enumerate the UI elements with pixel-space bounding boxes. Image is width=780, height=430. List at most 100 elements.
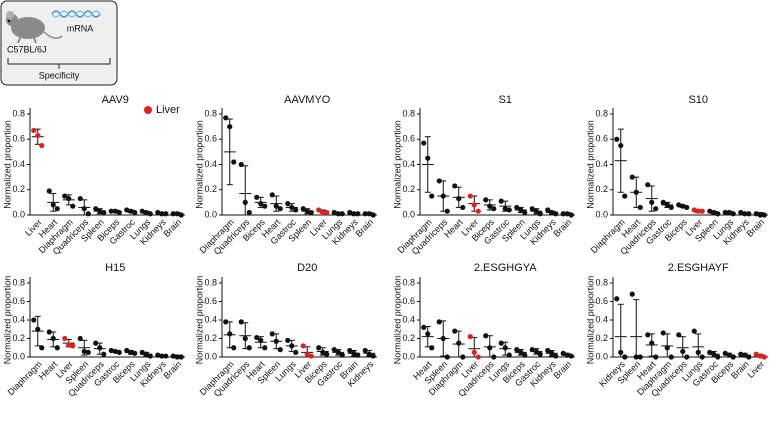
data-point bbox=[684, 204, 690, 211]
data-point bbox=[347, 347, 353, 354]
data-point bbox=[108, 208, 114, 214]
data-point bbox=[139, 349, 145, 355]
data-point bbox=[54, 345, 60, 351]
chart-title: 2.ESGHAYF bbox=[668, 262, 729, 274]
data-point bbox=[421, 324, 427, 330]
data-point bbox=[163, 211, 169, 217]
data-point bbox=[614, 296, 620, 302]
data-point bbox=[238, 161, 244, 168]
y-tick-label: 0.4 bbox=[402, 159, 415, 169]
data-point bbox=[231, 345, 237, 351]
y-tick-label: 0.4 bbox=[595, 159, 608, 169]
data-point bbox=[31, 317, 37, 323]
y-tick-label: 0.0 bbox=[595, 351, 608, 361]
data-point bbox=[70, 203, 76, 209]
data-point bbox=[262, 203, 268, 209]
data-point bbox=[351, 350, 357, 356]
data-point bbox=[77, 335, 83, 342]
data-point bbox=[262, 345, 268, 351]
data-point bbox=[35, 326, 41, 332]
data-point bbox=[456, 340, 462, 346]
data-point bbox=[518, 207, 524, 213]
data-point bbox=[715, 354, 721, 360]
data-point bbox=[633, 189, 639, 195]
data-point bbox=[529, 206, 535, 212]
data-point bbox=[529, 347, 535, 353]
data-point bbox=[320, 349, 326, 355]
data-point bbox=[564, 352, 570, 358]
data-point bbox=[355, 211, 361, 217]
data-point bbox=[174, 354, 180, 360]
data-point bbox=[467, 193, 473, 199]
x-tick-label: Brain bbox=[353, 217, 375, 239]
data-point bbox=[483, 333, 489, 339]
data-point bbox=[39, 142, 45, 149]
y-tick-label: 0.2 bbox=[595, 333, 608, 343]
data-point bbox=[746, 211, 752, 217]
data-point bbox=[143, 351, 149, 357]
data-point bbox=[660, 199, 666, 205]
data-point bbox=[97, 345, 103, 351]
data-point bbox=[425, 331, 431, 337]
data-point bbox=[660, 330, 666, 336]
legend-marker bbox=[144, 106, 152, 114]
y-tick-label: 0.6 bbox=[12, 134, 25, 144]
data-point bbox=[62, 335, 68, 342]
data-point bbox=[246, 209, 252, 216]
data-point bbox=[331, 347, 337, 353]
data-point bbox=[514, 347, 520, 353]
data-point bbox=[622, 193, 628, 199]
data-point bbox=[170, 353, 176, 359]
data-point bbox=[622, 354, 628, 360]
data-point bbox=[370, 212, 376, 218]
data-point bbox=[645, 182, 651, 188]
y-axis-label: Normalized proportion bbox=[194, 120, 204, 209]
data-point bbox=[285, 337, 291, 343]
data-point bbox=[227, 124, 233, 130]
data-point bbox=[491, 354, 497, 360]
data-point bbox=[81, 206, 87, 212]
data-point bbox=[753, 351, 759, 357]
data-point bbox=[633, 354, 639, 360]
data-point bbox=[444, 208, 450, 214]
data-point bbox=[502, 345, 508, 351]
data-point bbox=[246, 345, 252, 351]
chart-title: AAV9 bbox=[102, 94, 129, 106]
data-point bbox=[475, 208, 481, 214]
chart-title: H15 bbox=[105, 262, 125, 274]
data-point bbox=[370, 353, 376, 359]
x-tick-label: Brain bbox=[551, 359, 573, 381]
data-point bbox=[242, 335, 248, 342]
data-point bbox=[487, 203, 493, 209]
y-axis-label: Normalized proportion bbox=[194, 276, 204, 365]
data-point bbox=[46, 188, 52, 194]
y-tick-label: 0.0 bbox=[12, 351, 25, 361]
y-tick-label: 0.8 bbox=[402, 108, 415, 118]
y-tick-label: 0.2 bbox=[12, 184, 25, 194]
data-point bbox=[649, 340, 655, 346]
data-point bbox=[440, 335, 446, 342]
chart-title: S10 bbox=[688, 94, 708, 106]
data-point bbox=[273, 203, 279, 209]
data-point bbox=[533, 208, 539, 214]
data-point bbox=[170, 211, 176, 217]
data-point bbox=[258, 201, 264, 207]
data-point bbox=[124, 207, 130, 213]
data-point bbox=[440, 193, 446, 199]
data-point bbox=[506, 207, 512, 213]
data-point bbox=[421, 140, 427, 146]
data-point bbox=[757, 212, 763, 218]
data-point bbox=[70, 343, 76, 349]
x-tick-label: Brain bbox=[161, 359, 183, 381]
x-tick-label: Brain bbox=[551, 217, 573, 239]
data-point bbox=[285, 201, 291, 207]
data-point bbox=[316, 345, 322, 351]
y-tick-label: 0.2 bbox=[402, 184, 415, 194]
data-point bbox=[293, 349, 299, 355]
data-point bbox=[537, 211, 543, 217]
data-point bbox=[676, 332, 682, 338]
data-point bbox=[460, 204, 466, 211]
